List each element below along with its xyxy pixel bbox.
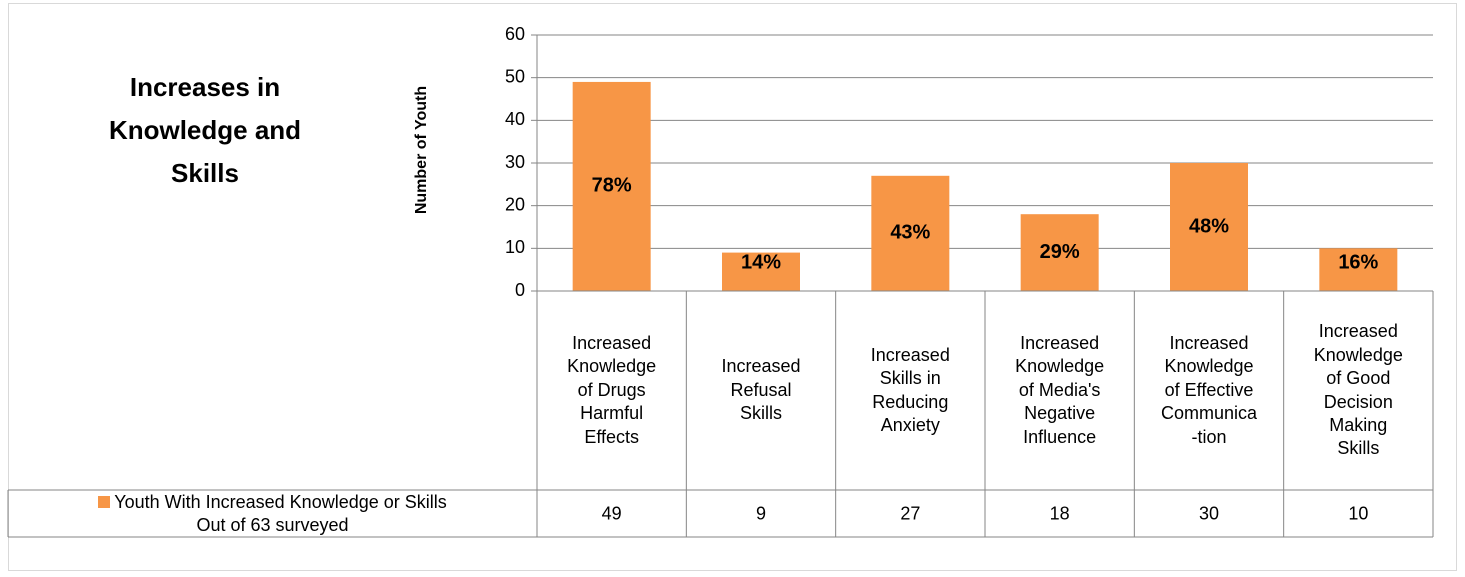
legend-swatch bbox=[98, 496, 111, 508]
y-tick-label: 20 bbox=[505, 194, 525, 214]
data-label: 14% bbox=[741, 251, 781, 273]
table-value: 9 bbox=[756, 503, 766, 523]
table-value: 30 bbox=[1199, 503, 1219, 523]
y-tick-label: 30 bbox=[505, 152, 525, 172]
x-tick-label: Increased Refusal Skills bbox=[721, 356, 801, 424]
legend-entry: Youth With Increased Knowledge or Skills… bbox=[12, 491, 533, 536]
chart-title: Increases in Knowledge and Skills bbox=[108, 72, 302, 188]
table-value: 18 bbox=[1050, 503, 1070, 523]
x-tick-label: Increased Skills in Reducing Anxiety bbox=[870, 344, 950, 435]
legend-label: Youth With Increased Knowledge or Skills… bbox=[114, 492, 447, 535]
bar bbox=[1020, 214, 1099, 291]
y-tick-label: 50 bbox=[505, 66, 525, 86]
bar bbox=[871, 175, 950, 291]
data-label: 16% bbox=[1338, 251, 1378, 273]
y-tick-label: 0 bbox=[515, 280, 525, 300]
table-value: 10 bbox=[1348, 503, 1368, 523]
y-tick-label: 60 bbox=[505, 24, 525, 44]
bar bbox=[572, 81, 651, 291]
data-label: 29% bbox=[1040, 241, 1080, 263]
bar bbox=[722, 252, 800, 291]
data-label: 78% bbox=[592, 175, 632, 197]
y-tick-label: 10 bbox=[505, 237, 525, 257]
x-tick-label: Increased Knowledge of Effective Communi… bbox=[1160, 333, 1257, 447]
x-tick-label: Increased Knowledge of Drugs Harmful Eff… bbox=[567, 333, 657, 447]
table-value: 27 bbox=[900, 503, 920, 523]
y-axis-label: Number of Youth bbox=[413, 86, 430, 214]
data-label: 43% bbox=[890, 222, 930, 244]
x-tick-label: Increased Knowledge of Good Decision Mak… bbox=[1313, 321, 1403, 459]
y-tick-label: 40 bbox=[505, 109, 525, 129]
chart-border bbox=[8, 3, 1457, 571]
bar bbox=[1170, 163, 1248, 291]
bar bbox=[1319, 248, 1398, 291]
x-tick-label: Increased Knowledge of Media's Negative … bbox=[1015, 333, 1105, 447]
data-label: 48% bbox=[1189, 215, 1229, 237]
table-value: 49 bbox=[602, 503, 622, 523]
